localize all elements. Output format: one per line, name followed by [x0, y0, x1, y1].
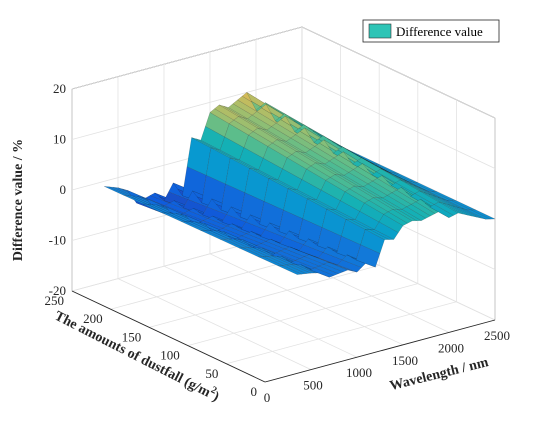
legend: Difference value: [362, 19, 500, 43]
y-tick-label: 0: [251, 384, 258, 399]
z-tick-label: -20: [49, 283, 66, 298]
surface-patch: [471, 209, 496, 220]
surface-plot: [104, 92, 496, 278]
gridline-z-right: [301, 26, 496, 119]
gridline-y-floor: [226, 301, 457, 365]
y-tick-label: 150: [122, 329, 142, 344]
y-axis-label: The amounts of dustfall (g/m2): [52, 306, 223, 405]
legend-entry-label: Difference value: [396, 24, 483, 39]
y-axis-line: [71, 290, 266, 383]
x-axis-line: [264, 319, 496, 383]
x-tick-label: 2000: [438, 340, 464, 355]
x-tick-label: 2500: [484, 328, 510, 343]
z-tick-label: 0: [60, 182, 67, 197]
x-tick-labels: 0 500 1000 1500 2000 2500: [264, 328, 510, 405]
z-tick-label: -10: [49, 233, 66, 248]
gridline-z-right: [301, 77, 496, 169]
legend-swatch: [368, 23, 392, 39]
gridline-x-floor: [163, 265, 358, 358]
gridline-y-floor: [149, 265, 380, 328]
y-tick-label: 250: [45, 293, 65, 308]
z-tick-label: 20: [53, 81, 66, 96]
x-tick-label: 1000: [346, 365, 372, 380]
gridline-x-floor: [117, 278, 312, 370]
x-tick-label: 1500: [392, 353, 418, 368]
gridline-x-floor: [209, 253, 404, 346]
gridline-y-floor: [187, 283, 418, 346]
y-tick-label: 100: [160, 348, 180, 363]
gridline-z-back: [71, 77, 303, 140]
y-tick-label: 200: [83, 311, 103, 326]
gridline-z-back: [71, 26, 303, 90]
z-tick-label: 10: [53, 132, 66, 147]
legend-box: [362, 19, 500, 43]
x-tick-label: 500: [303, 378, 323, 393]
x-tick-label: 0: [264, 390, 271, 405]
z-tick-labels: -20 -10 0 10 20: [49, 81, 66, 298]
y-tick-labels: 0 50 100 150 200 250: [45, 293, 258, 399]
y-tick-label: 50: [205, 366, 218, 381]
z-axis-label: Difference value / %: [11, 139, 26, 261]
axis-box-front: [71, 290, 496, 383]
